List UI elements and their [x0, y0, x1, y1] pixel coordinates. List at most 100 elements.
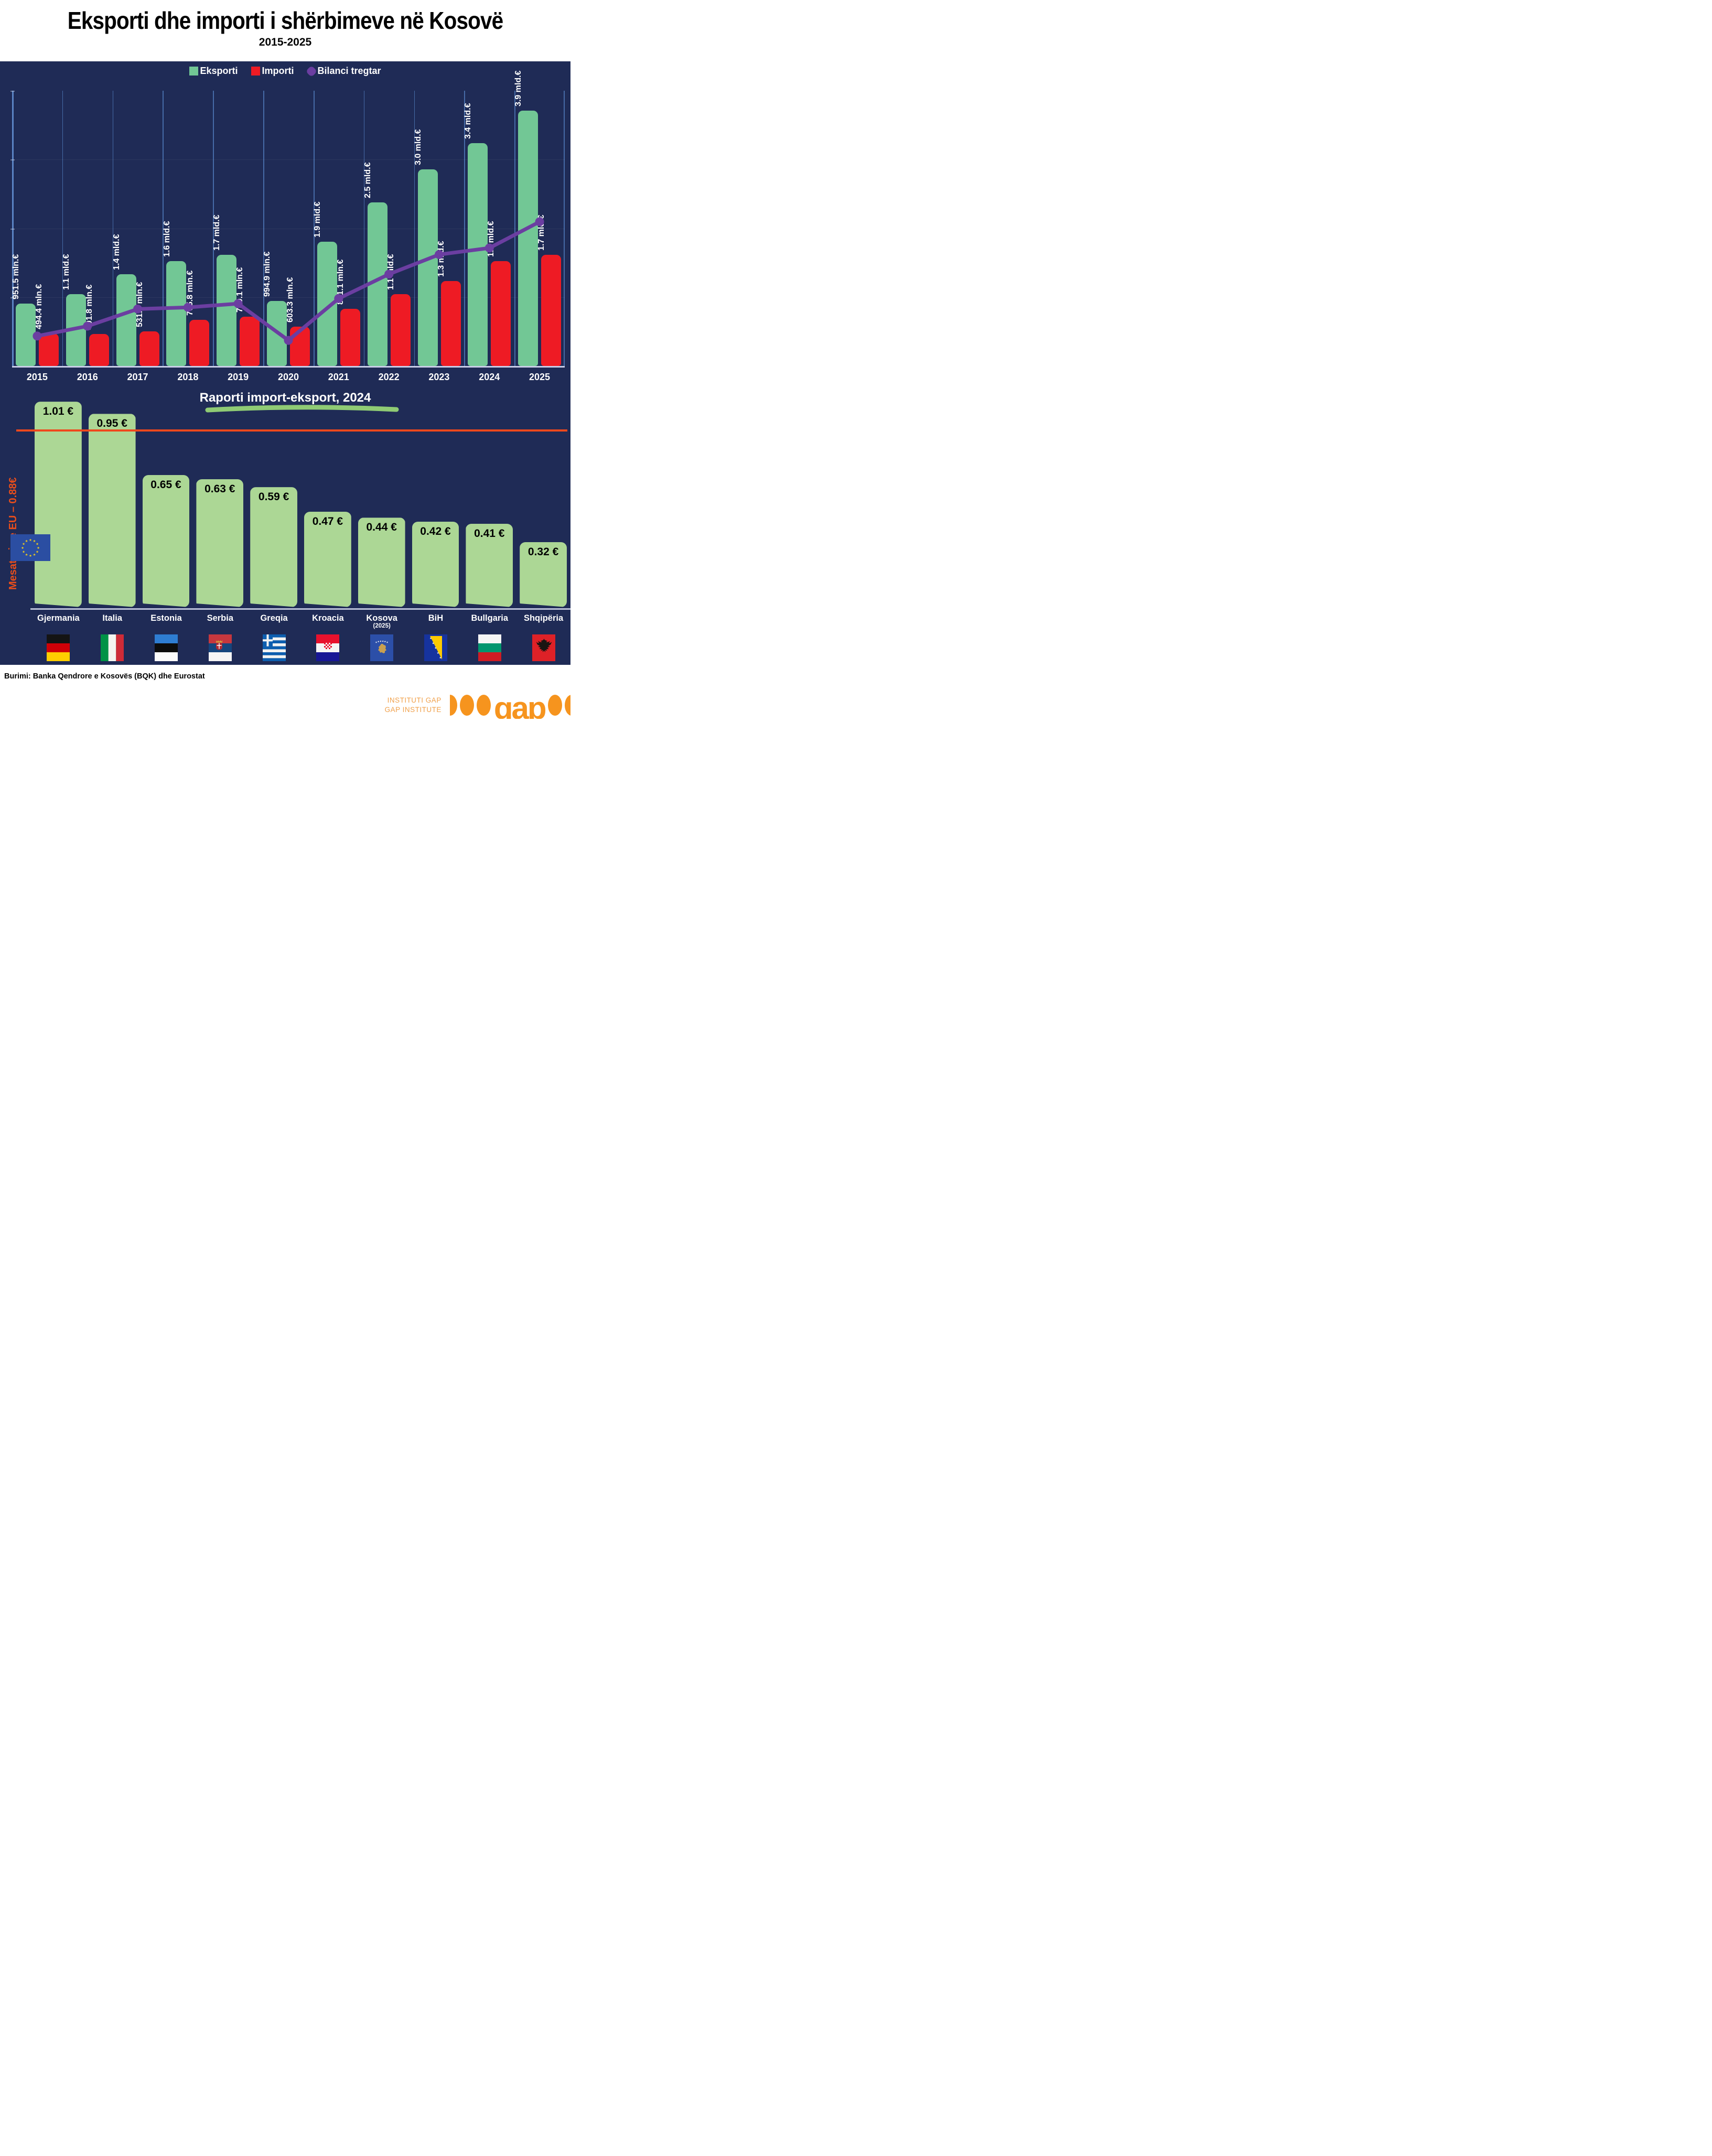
- eu-average-label: Mesatarja e EU – 0.88€: [7, 477, 19, 590]
- eksporti-value-label-2017: 1.4 mld.€: [112, 234, 121, 270]
- svg-text:★: ★: [33, 553, 36, 557]
- category-name: Italia: [102, 613, 122, 623]
- x-axis-label-2021: 2021: [328, 372, 349, 382]
- category-label-gjermania: Gjermania: [31, 613, 85, 630]
- importi-value-label-2019: 749.1 mln.€: [235, 267, 245, 313]
- eksporti-value-label-2016: 1.1 mld.€: [61, 254, 71, 290]
- ratio-value-label-italia: 0.95 €: [96, 417, 127, 430]
- svg-text:★: ★: [434, 647, 437, 650]
- eksporti-value-label-2023: 3.0 mld.€: [413, 129, 423, 165]
- page-subtitle: 2015-2025: [259, 36, 312, 48]
- importi-bar-2016: [89, 333, 109, 366]
- eksporti-bar-2017: [116, 274, 136, 366]
- eksporti-bar-2020: [267, 300, 287, 366]
- category-name: Kroacia: [312, 613, 344, 623]
- svg-text:★: ★: [439, 656, 442, 660]
- ratio-bar-bih: 0.42 €: [412, 522, 459, 607]
- x-axis-label-2017: 2017: [127, 372, 148, 382]
- importi-value-label-2016: 491.8 mln.€: [84, 284, 94, 330]
- flag-bih-icon: ★ ★ ★ ★ ★: [409, 634, 463, 661]
- ratio-value-label-serbia: 0.63 €: [204, 482, 235, 495]
- x-axis-label-2023: 2023: [428, 372, 450, 382]
- importi-bar-2022: [390, 294, 411, 366]
- import-export-ratio-chart: 1.01 € 0.95 € 0.65 € 0.63 € 0.59 € 0.47 € 0.44…: [31, 392, 570, 608]
- flag-serbia-icon: [193, 634, 247, 661]
- eksporti-value-label-2019: 1.7 mld.€: [212, 214, 222, 251]
- logo-line2: GAP INSTITUTE: [384, 706, 442, 714]
- svg-text:★: ★: [382, 640, 384, 643]
- ratio-bar-estonia: 0.65 €: [143, 475, 190, 607]
- logo-line1: INSTITUTI GAP: [387, 696, 442, 705]
- category-label-serbia: Serbia: [193, 613, 247, 630]
- gridline: [564, 91, 565, 366]
- x-axis-label-2016: 2016: [77, 372, 98, 382]
- source-note: Burimi: Banka Qendrore e Kosovës (BQK) d…: [4, 672, 205, 681]
- legend-label: Bilanci tregtar: [317, 66, 381, 76]
- svg-text:★: ★: [25, 553, 28, 557]
- logo-oval-icon: [565, 695, 570, 716]
- category-label-greqia: Greqia: [247, 613, 301, 630]
- svg-text:★: ★: [33, 539, 36, 543]
- ratio-bar-gjermania: 1.01 €: [35, 402, 82, 607]
- page-title: Eksporti dhe importi i shërbimeve në Kos…: [67, 7, 503, 34]
- eksporti-bar-2016: [66, 294, 86, 366]
- category-name: Estonia: [150, 613, 182, 623]
- eksporti-marker-icon: [189, 67, 199, 76]
- y-tick: [10, 228, 15, 230]
- category-name: Greqia: [260, 613, 288, 623]
- ratio-value-label-gjermania: 1.01 €: [42, 405, 74, 418]
- flag-croatia-icon: [301, 634, 355, 661]
- svg-text:★: ★: [36, 550, 39, 554]
- logo-oval-icon: [548, 695, 562, 716]
- x-axis-label-2019: 2019: [228, 372, 249, 382]
- ratio-bar-serbia: 0.63 €: [196, 479, 243, 607]
- legend-item-eksporti: Eksporti: [189, 66, 238, 77]
- eksporti-value-label-2015: 951.5 mln.€: [12, 254, 20, 300]
- ratio-value-label-greqia: 0.59 €: [258, 491, 289, 503]
- importi-value-label-2015: 494.4 mln.€: [35, 284, 44, 330]
- svg-text:★: ★: [22, 542, 25, 546]
- category-label-estonia: Estonia: [139, 613, 193, 630]
- y-tick: [10, 91, 15, 92]
- eksporti-bar-2024: [468, 143, 488, 366]
- header: Eksporti dhe importi i shërbimeve në Kos…: [0, 0, 570, 49]
- legend-label: Eksporti: [200, 66, 238, 76]
- importi-bar-2021: [340, 309, 360, 366]
- eksporti-bar-2025: [518, 110, 539, 366]
- svg-text:★: ★: [22, 550, 25, 554]
- importi-bar-2019: [240, 317, 260, 366]
- importi-value-label-2017: 531.5 mln.€: [135, 282, 144, 327]
- y-tick: [10, 297, 15, 298]
- category-note: (2025): [373, 623, 391, 630]
- eksporti-value-label-2022: 2.5 mld.€: [363, 162, 372, 198]
- export-import-chart: 951.5 mln.€ 494.4 mln.€ 1.1 mld.€ 491.8 mln…: [10, 70, 565, 366]
- logo-oval-icon: [460, 695, 475, 716]
- svg-text:★: ★: [386, 641, 389, 644]
- importi-bar-2020: [290, 326, 310, 366]
- x-axis-label-2018: 2018: [177, 372, 199, 382]
- svg-text:★: ★: [432, 642, 435, 645]
- eu-average-line: [16, 429, 567, 432]
- category-label-bullgaria: Bullgaria: [462, 613, 516, 630]
- chart2-baseline: [30, 608, 570, 610]
- eksporti-bar-2019: [217, 254, 237, 366]
- logo-text: INSTITUTI GAP GAP INSTITUTE: [385, 696, 442, 714]
- flag-estonia-icon: [139, 634, 193, 661]
- gridline: [12, 91, 14, 366]
- flag-albania-icon: [516, 634, 570, 661]
- svg-text:★: ★: [37, 546, 40, 550]
- ratio-value-label-estonia: 0.65 €: [150, 478, 181, 491]
- ratio-value-label-bih: 0.42 €: [420, 525, 451, 537]
- importi-value-label-2020: 603.3 mln.€: [286, 277, 295, 322]
- svg-text:★: ★: [36, 542, 39, 546]
- ratio-value-label-bullgaria: 0.41 €: [474, 527, 505, 540]
- eksporti-value-label-2018: 1.6 mld.€: [162, 221, 171, 257]
- eksporti-bar-2022: [367, 202, 387, 366]
- x-axis-label-2020: 2020: [277, 372, 299, 382]
- logo-wordmark: gap: [493, 691, 547, 719]
- x-axis-label-2025: 2025: [529, 372, 551, 382]
- category-name: Bullgaria: [471, 613, 509, 623]
- eksporti-bar-2023: [417, 169, 438, 366]
- svg-text:★: ★: [375, 641, 378, 644]
- importi-value-label-2018: 705.8 mln.€: [185, 270, 195, 316]
